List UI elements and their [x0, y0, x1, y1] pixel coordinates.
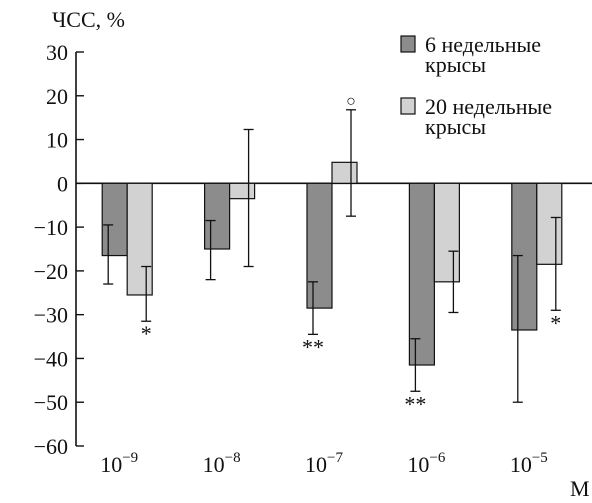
legend-swatch	[400, 35, 416, 53]
legend-label: 6 недельные	[425, 32, 541, 57]
x-axis: 10−9 10−8 10−7 10−6 10−5	[100, 450, 548, 477]
y-tick-label: −30	[34, 303, 68, 328]
bar	[511, 182, 538, 331]
bar	[536, 182, 563, 265]
bar	[331, 161, 358, 184]
y-tick-label: 20	[46, 84, 68, 109]
x-tick-label: 10−6	[407, 450, 445, 477]
y-tick-label: −60	[34, 434, 68, 459]
legend-label: крысы	[425, 114, 486, 139]
y-axis: 30 20 10 0 −10 −20 −30 −40 −50 −60	[34, 40, 592, 459]
legend-swatch	[400, 97, 416, 115]
y-tick-label: 0	[57, 171, 68, 196]
y-axis-title: ЧСС, %	[52, 7, 125, 32]
x-tick-label: 10−8	[203, 450, 241, 477]
x-axis-title: М	[570, 476, 590, 501]
bar	[204, 182, 231, 250]
x-tick-label: 10−7	[305, 450, 343, 477]
y-tick-label: −10	[34, 215, 68, 240]
significance-mark: *	[550, 310, 561, 335]
bar	[433, 182, 460, 283]
legend-label: крысы	[425, 52, 486, 77]
x-tick-label: 10−9	[100, 450, 138, 477]
y-tick-label: 30	[46, 40, 68, 65]
x-tick-label: 10−5	[510, 450, 548, 477]
bar	[408, 182, 435, 366]
y-tick-label: −40	[34, 346, 68, 371]
bar	[229, 182, 256, 200]
significance-mark: **	[404, 391, 426, 416]
bar	[101, 182, 128, 257]
y-tick-label: −50	[34, 390, 68, 415]
y-tick-label: −20	[34, 259, 68, 284]
bars: ***○***	[101, 93, 563, 416]
y-tick-label: 10	[46, 128, 68, 153]
bar	[306, 182, 333, 309]
bar	[126, 182, 153, 296]
significance-mark: **	[302, 334, 324, 359]
legend-label: 20 недельные	[425, 94, 552, 119]
significance-mark: *	[141, 321, 152, 346]
significance-mark: ○	[346, 93, 356, 110]
